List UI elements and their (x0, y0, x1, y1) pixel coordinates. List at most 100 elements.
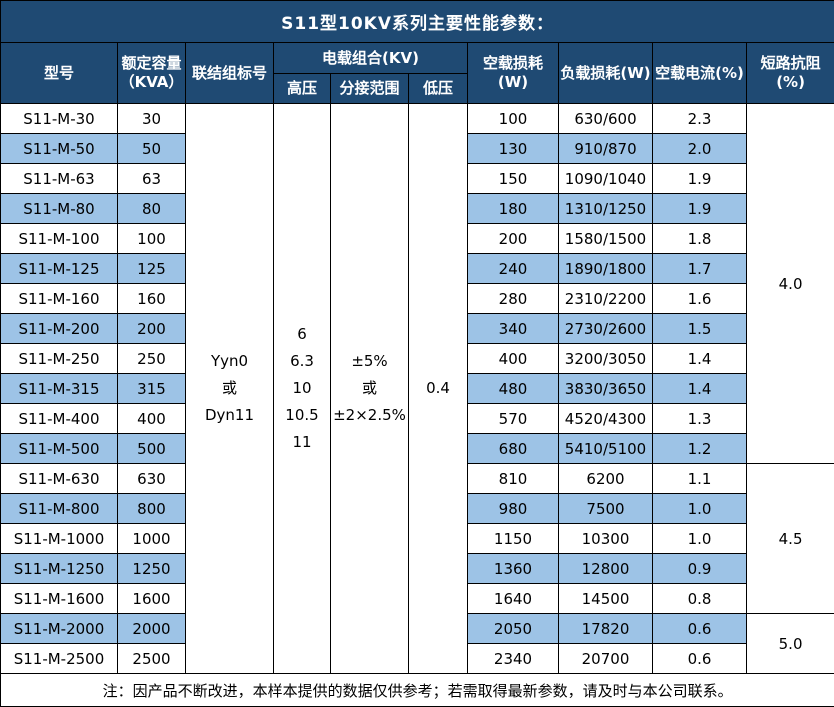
load-loss-cell: 17820 (559, 614, 653, 644)
capacity-cell: 1600 (118, 584, 186, 614)
model-cell: S11-M-250 (1, 344, 118, 374)
model-cell: S11-M-400 (1, 404, 118, 434)
impedance-cell: 4.0 (747, 104, 834, 464)
model-cell: S11-M-315 (1, 374, 118, 404)
model-cell: S11-M-500 (1, 434, 118, 464)
load-loss-cell: 14500 (559, 584, 653, 614)
no-load-current-cell: 0.6 (653, 614, 747, 644)
no-load-current-cell: 1.6 (653, 284, 747, 314)
load-loss-cell: 6200 (559, 464, 653, 494)
header-row-1: 型号 额定容量（KVA） 联结组标号 电载组合(KV) 空载损耗(W) 负载损耗… (1, 43, 834, 74)
no-load-current-cell: 1.7 (653, 254, 747, 284)
col-header-lv: 低压 (409, 74, 468, 104)
capacity-cell: 63 (118, 164, 186, 194)
no-load-loss-cell: 980 (468, 494, 559, 524)
no-load-loss-cell: 280 (468, 284, 559, 314)
no-load-loss-cell: 480 (468, 374, 559, 404)
col-header-tap-range: 分接范围 (331, 74, 409, 104)
footnote: 注：因产品不断改进，本样本提供的数据仅供参考；若需取得最新参数，请及时与本公司联… (1, 674, 834, 707)
col-header-impedance: 短路抗阻(%) (747, 43, 834, 104)
load-loss-cell: 1090/1040 (559, 164, 653, 194)
load-loss-cell: 7500 (559, 494, 653, 524)
no-load-loss-cell: 150 (468, 164, 559, 194)
no-load-loss-cell: 100 (468, 104, 559, 134)
capacity-cell: 100 (118, 224, 186, 254)
model-cell: S11-M-30 (1, 104, 118, 134)
col-header-hv: 高压 (274, 74, 331, 104)
model-cell: S11-M-200 (1, 314, 118, 344)
model-cell: S11-M-1600 (1, 584, 118, 614)
no-load-loss-cell: 400 (468, 344, 559, 374)
no-load-current-cell: 1.1 (653, 464, 747, 494)
model-cell: S11-M-160 (1, 284, 118, 314)
no-load-current-cell: 0.6 (653, 644, 747, 674)
model-cell: S11-M-125 (1, 254, 118, 284)
model-cell: S11-M-1000 (1, 524, 118, 554)
capacity-cell: 800 (118, 494, 186, 524)
load-loss-cell: 1890/1800 (559, 254, 653, 284)
title-row: S11型10KV系列主要性能参数： (1, 1, 834, 43)
capacity-cell: 50 (118, 134, 186, 164)
no-load-loss-cell: 2050 (468, 614, 559, 644)
model-cell: S11-M-50 (1, 134, 118, 164)
note-row: 注：因产品不断改进，本样本提供的数据仅供参考；若需取得最新参数，请及时与本公司联… (1, 674, 834, 707)
col-header-load-loss: 负载损耗(W) (559, 43, 653, 104)
load-loss-cell: 3200/3050 (559, 344, 653, 374)
capacity-cell: 80 (118, 194, 186, 224)
no-load-current-cell: 1.9 (653, 164, 747, 194)
no-load-current-cell: 0.8 (653, 584, 747, 614)
col-header-model: 型号 (1, 43, 118, 104)
no-load-loss-cell: 680 (468, 434, 559, 464)
capacity-cell: 315 (118, 374, 186, 404)
no-load-current-cell: 1.4 (653, 374, 747, 404)
capacity-cell: 160 (118, 284, 186, 314)
load-loss-cell: 1580/1500 (559, 224, 653, 254)
load-loss-cell: 4520/4300 (559, 404, 653, 434)
no-load-current-cell: 2.3 (653, 104, 747, 134)
no-load-current-cell: 0.9 (653, 554, 747, 584)
capacity-cell: 2500 (118, 644, 186, 674)
no-load-loss-cell: 200 (468, 224, 559, 254)
no-load-loss-cell: 1360 (468, 554, 559, 584)
no-load-current-cell: 1.5 (653, 314, 747, 344)
col-header-no-load-loss: 空载损耗(W) (468, 43, 559, 104)
no-load-loss-cell: 240 (468, 254, 559, 284)
col-header-connection: 联结组标号 (186, 43, 274, 104)
model-cell: S11-M-2500 (1, 644, 118, 674)
col-header-voltage-group: 电载组合(KV) (274, 43, 468, 74)
col-header-capacity: 额定容量（KVA） (118, 43, 186, 104)
capacity-cell: 500 (118, 434, 186, 464)
no-load-current-cell: 1.3 (653, 404, 747, 434)
model-cell: S11-M-63 (1, 164, 118, 194)
load-loss-cell: 630/600 (559, 104, 653, 134)
load-loss-cell: 910/870 (559, 134, 653, 164)
no-load-current-cell: 1.4 (653, 344, 747, 374)
lv-value-cell: 0.4 (409, 104, 468, 674)
capacity-cell: 250 (118, 344, 186, 374)
no-load-loss-cell: 180 (468, 194, 559, 224)
load-loss-cell: 2730/2600 (559, 314, 653, 344)
load-loss-cell: 3830/3650 (559, 374, 653, 404)
no-load-current-cell: 1.8 (653, 224, 747, 254)
capacity-cell: 1250 (118, 554, 186, 584)
load-loss-cell: 10300 (559, 524, 653, 554)
capacity-cell: 30 (118, 104, 186, 134)
capacity-cell: 2000 (118, 614, 186, 644)
model-cell: S11-M-100 (1, 224, 118, 254)
no-load-loss-cell: 130 (468, 134, 559, 164)
no-load-loss-cell: 340 (468, 314, 559, 344)
model-cell: S11-M-2000 (1, 614, 118, 644)
capacity-cell: 630 (118, 464, 186, 494)
load-loss-cell: 1310/1250 (559, 194, 653, 224)
no-load-loss-cell: 1640 (468, 584, 559, 614)
capacity-cell: 125 (118, 254, 186, 284)
capacity-cell: 400 (118, 404, 186, 434)
capacity-cell: 1000 (118, 524, 186, 554)
no-load-loss-cell: 570 (468, 404, 559, 434)
impedance-cell: 4.5 (747, 464, 834, 614)
no-load-current-cell: 1.9 (653, 194, 747, 224)
